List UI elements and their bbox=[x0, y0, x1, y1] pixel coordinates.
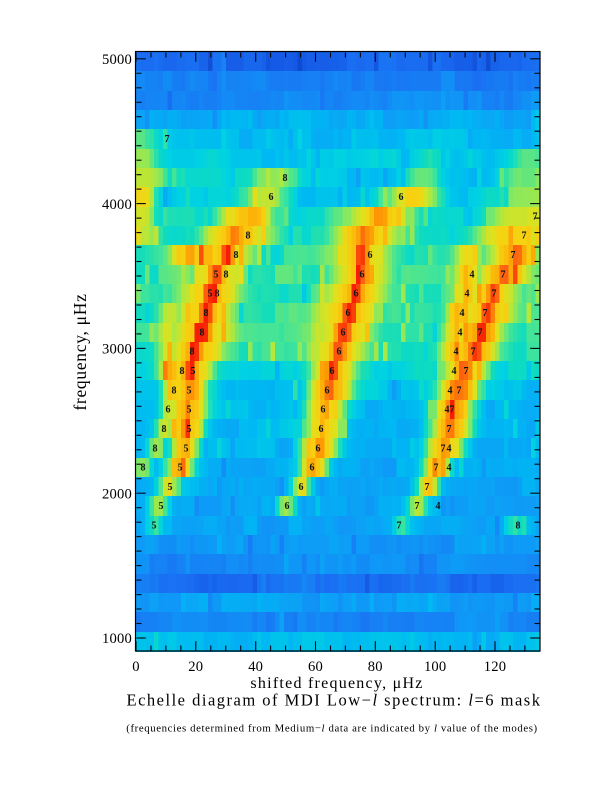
svg-text:8: 8 bbox=[200, 327, 205, 338]
svg-text:6: 6 bbox=[330, 366, 335, 377]
svg-text:7: 7 bbox=[447, 424, 452, 435]
svg-text:120: 120 bbox=[484, 659, 507, 675]
svg-text:7: 7 bbox=[511, 250, 516, 261]
svg-text:7: 7 bbox=[483, 308, 488, 319]
svg-text:5: 5 bbox=[159, 501, 164, 512]
svg-text:8: 8 bbox=[204, 308, 209, 319]
svg-text:4: 4 bbox=[470, 269, 475, 280]
svg-text:4: 4 bbox=[447, 463, 452, 474]
svg-text:100: 100 bbox=[424, 659, 447, 675]
svg-text:(frequencies determined from M: (frequencies determined from Medium−l da… bbox=[126, 723, 537, 735]
svg-text:8: 8 bbox=[516, 521, 521, 532]
svg-text:8: 8 bbox=[172, 385, 177, 396]
svg-text:4: 4 bbox=[458, 327, 463, 338]
svg-text:5: 5 bbox=[214, 269, 219, 280]
svg-text:6: 6 bbox=[316, 443, 321, 454]
svg-text:5: 5 bbox=[187, 405, 192, 416]
svg-text:shifted frequency, μHz: shifted frequency, μHz bbox=[250, 675, 423, 692]
svg-text:5: 5 bbox=[152, 521, 157, 532]
svg-text:6: 6 bbox=[299, 482, 304, 493]
svg-text:7: 7 bbox=[492, 289, 497, 300]
svg-text:5: 5 bbox=[187, 424, 192, 435]
svg-text:7: 7 bbox=[425, 482, 430, 493]
svg-text:8: 8 bbox=[224, 269, 229, 280]
svg-text:4: 4 bbox=[460, 308, 465, 319]
svg-text:80: 80 bbox=[368, 659, 383, 675]
svg-text:1000: 1000 bbox=[102, 631, 132, 647]
svg-text:5: 5 bbox=[184, 443, 189, 454]
svg-text:40: 40 bbox=[248, 659, 263, 675]
svg-text:5: 5 bbox=[178, 463, 183, 474]
svg-text:6: 6 bbox=[285, 501, 290, 512]
svg-text:3000: 3000 bbox=[102, 342, 132, 358]
svg-text:20: 20 bbox=[188, 659, 203, 675]
svg-text:6: 6 bbox=[321, 405, 326, 416]
svg-text:4: 4 bbox=[454, 347, 459, 358]
svg-text:7: 7 bbox=[501, 269, 506, 280]
svg-text:8: 8 bbox=[246, 231, 251, 242]
svg-text:7: 7 bbox=[478, 327, 483, 338]
svg-text:5: 5 bbox=[187, 385, 192, 396]
svg-text:6: 6 bbox=[341, 327, 346, 338]
svg-text:6: 6 bbox=[368, 250, 373, 261]
svg-text:8: 8 bbox=[234, 250, 239, 261]
svg-text:7: 7 bbox=[464, 366, 469, 377]
svg-text:4: 4 bbox=[447, 443, 452, 454]
svg-text:6: 6 bbox=[337, 347, 342, 358]
svg-text:0: 0 bbox=[132, 659, 140, 675]
svg-text:7: 7 bbox=[522, 231, 527, 242]
svg-text:8: 8 bbox=[283, 173, 288, 184]
svg-text:Echelle diagram of MDI Low−l s: Echelle diagram of MDI Low−l spectrum: l… bbox=[127, 691, 542, 710]
svg-text:6: 6 bbox=[166, 405, 171, 416]
svg-text:8: 8 bbox=[180, 366, 185, 377]
svg-text:6: 6 bbox=[310, 463, 315, 474]
svg-text:8: 8 bbox=[215, 289, 220, 300]
svg-text:7: 7 bbox=[450, 405, 455, 416]
svg-text:8: 8 bbox=[153, 443, 158, 454]
svg-text:7: 7 bbox=[471, 347, 476, 358]
svg-text:2000: 2000 bbox=[102, 486, 132, 502]
svg-text:6: 6 bbox=[269, 192, 274, 203]
svg-text:4: 4 bbox=[436, 501, 441, 512]
svg-text:8: 8 bbox=[141, 463, 146, 474]
svg-text:4000: 4000 bbox=[102, 197, 132, 213]
svg-text:7: 7 bbox=[457, 385, 462, 396]
svg-text:7: 7 bbox=[441, 443, 446, 454]
svg-text:4: 4 bbox=[448, 385, 453, 396]
svg-text:7: 7 bbox=[533, 211, 538, 222]
svg-text:frequency, μHz: frequency, μHz bbox=[70, 293, 90, 410]
svg-text:6: 6 bbox=[354, 289, 359, 300]
svg-text:8: 8 bbox=[190, 347, 195, 358]
svg-text:4: 4 bbox=[465, 289, 470, 300]
svg-text:6: 6 bbox=[346, 308, 351, 319]
svg-text:6: 6 bbox=[325, 385, 330, 396]
svg-text:8: 8 bbox=[162, 424, 167, 435]
svg-text:5: 5 bbox=[191, 366, 196, 377]
svg-text:6: 6 bbox=[399, 192, 404, 203]
svg-text:5: 5 bbox=[208, 289, 213, 300]
svg-text:5: 5 bbox=[168, 482, 173, 493]
svg-text:6: 6 bbox=[319, 424, 324, 435]
svg-text:60: 60 bbox=[308, 659, 323, 675]
svg-text:7: 7 bbox=[397, 521, 402, 532]
svg-text:4: 4 bbox=[452, 366, 457, 377]
svg-text:7: 7 bbox=[434, 463, 439, 474]
svg-text:7: 7 bbox=[165, 134, 170, 145]
svg-text:6: 6 bbox=[360, 269, 365, 280]
svg-text:5000: 5000 bbox=[102, 52, 132, 68]
svg-text:4: 4 bbox=[445, 405, 450, 416]
svg-text:7: 7 bbox=[415, 501, 420, 512]
